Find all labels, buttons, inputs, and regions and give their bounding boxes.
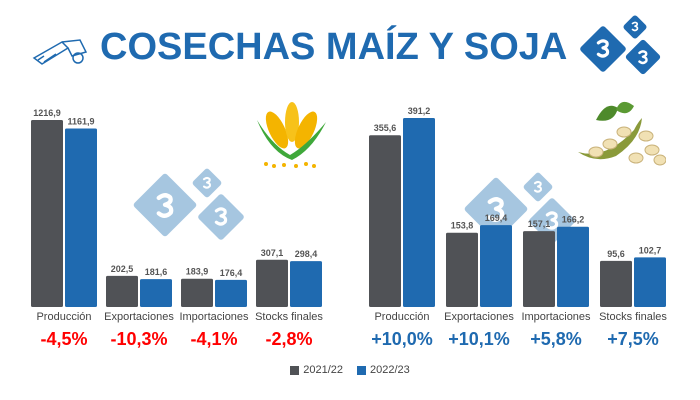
logo-diamond bbox=[622, 14, 648, 40]
data-label: 202,5 bbox=[111, 264, 134, 274]
data-label: 1216,9 bbox=[33, 108, 61, 118]
legend-swatch bbox=[357, 365, 366, 375]
bar bbox=[106, 275, 138, 307]
data-label: 1161,9 bbox=[67, 116, 94, 126]
logo-digit-three-icon bbox=[533, 181, 542, 193]
data-label: 95,6 bbox=[607, 249, 625, 259]
bar bbox=[290, 261, 322, 307]
change-label: +10,1% bbox=[448, 329, 510, 349]
bar bbox=[181, 278, 213, 307]
bar bbox=[480, 225, 512, 307]
logo-digit-three-icon bbox=[631, 22, 639, 32]
data-label: 355,6 bbox=[374, 123, 397, 133]
legend-label: 2021/22 bbox=[303, 364, 343, 376]
data-label: 166,2 bbox=[562, 215, 585, 225]
data-label: 169,4 bbox=[485, 213, 508, 223]
bar bbox=[634, 257, 666, 307]
change-label: -4,5% bbox=[40, 329, 87, 349]
logo-digit-three-icon bbox=[596, 39, 610, 59]
logo-digit-three-icon bbox=[545, 211, 559, 231]
data-label: 298,4 bbox=[295, 249, 318, 259]
category-label: Exportaciones bbox=[104, 311, 174, 323]
category-label: Producción bbox=[36, 311, 91, 323]
watermark-logo-right bbox=[463, 171, 593, 252]
bar bbox=[31, 120, 63, 307]
logo-digit-three-icon bbox=[214, 207, 228, 227]
page-title: COSECHAS MAÍZ Y SOJA bbox=[100, 26, 568, 68]
category-label: Importaciones bbox=[521, 311, 591, 323]
logo-diamond bbox=[196, 192, 246, 242]
bar bbox=[65, 128, 97, 307]
legend-item-2021: 2021/22 bbox=[290, 364, 343, 376]
logo-digit-three-icon bbox=[202, 177, 211, 189]
change-label: +5,8% bbox=[530, 329, 582, 349]
bar bbox=[523, 231, 555, 307]
logo-digit-three-icon bbox=[487, 196, 505, 222]
bar bbox=[215, 279, 247, 307]
legend-item-2022: 2022/23 bbox=[357, 364, 410, 376]
change-label: +10,0% bbox=[371, 329, 433, 349]
data-label: 307,1 bbox=[261, 248, 284, 258]
legend: 2021/22 2022/23 bbox=[0, 364, 700, 376]
bar bbox=[557, 226, 589, 307]
harvester-icon bbox=[32, 39, 88, 65]
logo-diamond bbox=[527, 196, 577, 246]
bar bbox=[256, 259, 288, 307]
category-label: Producción bbox=[374, 311, 429, 323]
data-label: 391,2 bbox=[408, 106, 431, 116]
logo-diamond bbox=[191, 167, 223, 199]
data-label: 157,1 bbox=[528, 219, 551, 229]
watermark-logo-left bbox=[132, 167, 262, 248]
change-label: -10,3% bbox=[110, 329, 167, 349]
legend-swatch bbox=[290, 365, 300, 375]
data-label: 183,9 bbox=[186, 267, 209, 277]
change-label: +7,5% bbox=[607, 329, 659, 349]
corn-icon bbox=[257, 102, 326, 168]
category-label: Importaciones bbox=[179, 311, 249, 323]
data-label: 153,8 bbox=[451, 221, 474, 231]
category-label: Stocks finales bbox=[599, 311, 667, 323]
category-label: Exportaciones bbox=[444, 311, 514, 323]
logo-diamond bbox=[463, 176, 529, 242]
logo-diamond bbox=[132, 172, 198, 238]
change-label: -2,8% bbox=[265, 329, 312, 349]
data-label: 102,7 bbox=[639, 245, 662, 255]
legend-label: 2022/23 bbox=[370, 364, 410, 376]
logo-diamond bbox=[624, 38, 662, 76]
bar bbox=[600, 260, 632, 307]
bar bbox=[140, 279, 172, 307]
logo-diamond bbox=[578, 24, 628, 74]
category-label: Stocks finales bbox=[255, 311, 323, 323]
bar bbox=[369, 135, 401, 307]
change-label: -4,1% bbox=[190, 329, 237, 349]
logo-diamond bbox=[522, 171, 554, 203]
bar bbox=[403, 118, 435, 307]
logo-digit-three-icon bbox=[156, 192, 174, 218]
data-label: 181,6 bbox=[145, 267, 168, 277]
data-label: 176,4 bbox=[220, 268, 243, 278]
brand-logo bbox=[578, 12, 670, 82]
logo-digit-three-icon bbox=[638, 50, 648, 65]
bar bbox=[446, 232, 478, 307]
soy-icon bbox=[578, 101, 666, 166]
